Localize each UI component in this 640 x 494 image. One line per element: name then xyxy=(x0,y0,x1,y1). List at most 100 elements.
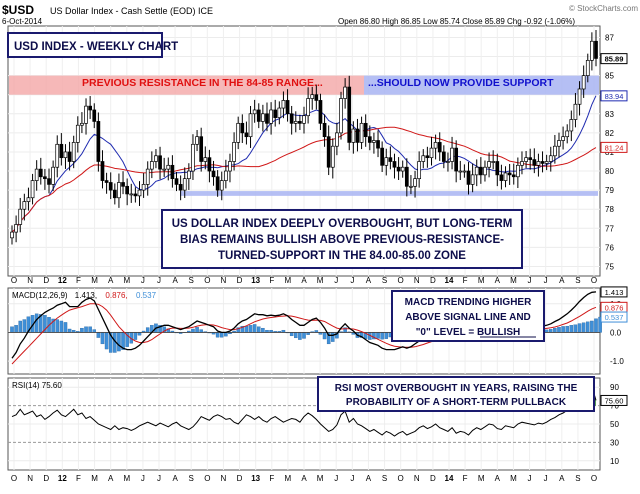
x-tick-label-top: 14 xyxy=(445,276,454,285)
x-tick-label-top: A xyxy=(495,276,501,285)
macd-histogram-bar xyxy=(88,326,92,333)
candle-body xyxy=(240,122,245,134)
candle-body xyxy=(178,184,183,191)
candle-body xyxy=(248,113,253,138)
candle-body xyxy=(577,88,582,105)
macd-histogram-bar xyxy=(302,332,306,339)
candle-body xyxy=(540,161,545,164)
macd-histogram-bar xyxy=(22,319,27,333)
macd-histogram-bar xyxy=(248,325,253,333)
candle-body xyxy=(367,136,372,143)
macd-histogram-bar xyxy=(14,325,18,333)
macd-histogram-bar xyxy=(100,332,105,345)
candle-body xyxy=(396,166,401,172)
candle-body xyxy=(55,143,60,168)
candle-body xyxy=(532,159,537,166)
price-tick-label: 75 xyxy=(605,262,614,271)
x-tick-label-top: S xyxy=(382,276,387,285)
x-tick-label-top: N xyxy=(221,276,227,285)
x-tick-label-top: F xyxy=(269,276,274,285)
rsi-legend: RSI(14) 75.60 xyxy=(12,381,62,390)
candle-body xyxy=(503,172,508,181)
x-tick-label-bottom: F xyxy=(463,474,468,483)
candle-body xyxy=(252,109,257,115)
candle-body xyxy=(516,164,520,178)
macd-histogram-bar xyxy=(10,326,14,333)
candle-body xyxy=(446,161,450,163)
candle-body xyxy=(207,157,212,172)
candle-body xyxy=(478,166,483,176)
candle-body xyxy=(236,122,241,143)
candle-body xyxy=(343,86,347,99)
candle-body xyxy=(322,122,327,138)
x-tick-label-bottom: A xyxy=(108,474,114,483)
x-tick-label-bottom: F xyxy=(269,474,274,483)
title-box xyxy=(7,32,163,58)
macd-value-tag: 1.413 xyxy=(605,288,624,297)
x-tick-label-top: M xyxy=(317,276,324,285)
candle-body xyxy=(404,166,409,187)
macd-histogram-bar xyxy=(557,327,561,333)
candle-body xyxy=(47,178,51,185)
macd-histogram-bar xyxy=(96,332,101,338)
x-tick-label-bottom: O xyxy=(204,474,210,483)
x-tick-label-top: M xyxy=(91,276,98,285)
candle-body xyxy=(195,136,199,145)
candle-body xyxy=(232,142,236,162)
candle-body xyxy=(458,170,463,173)
candle-body xyxy=(96,121,101,162)
x-tick-label-bottom: M xyxy=(510,474,517,483)
resistance-note: PREVIOUS RESISTANCE IN THE 84-85 RANGE..… xyxy=(82,77,323,89)
x-tick-label-top: A xyxy=(108,276,114,285)
candle-body xyxy=(211,170,216,178)
macd-histogram-bar xyxy=(289,332,294,337)
rsi-note-line: PROBABILITY OF A SHORT-TERM PULLBACK xyxy=(346,397,567,408)
x-tick-label-bottom: O xyxy=(591,474,597,483)
x-tick-label-bottom: M xyxy=(478,474,485,483)
x-tick-label-bottom: M xyxy=(317,474,324,483)
x-tick-label-bottom: 13 xyxy=(251,474,260,483)
candle-body xyxy=(310,94,315,99)
candle-body xyxy=(413,178,417,187)
ma-long-line xyxy=(11,126,597,233)
candle-body xyxy=(129,193,134,196)
x-tick-label-top: O xyxy=(591,276,597,285)
macd-histogram-bar xyxy=(322,332,327,340)
candle-body xyxy=(285,100,290,115)
candle-body xyxy=(281,100,286,109)
candle-body xyxy=(219,180,224,191)
candle-body xyxy=(466,170,471,185)
main-note-line: BIAS REMAINS BULLISH ABOVE PREVIOUS-RESI… xyxy=(180,234,504,246)
x-tick-label-top: M xyxy=(123,276,130,285)
candle-body xyxy=(487,161,491,168)
macd-histogram-bar xyxy=(598,316,602,333)
candle-body xyxy=(14,224,18,233)
x-tick-label-top: J xyxy=(334,276,338,285)
macd-tick-label: -1.0 xyxy=(610,357,624,366)
price-tick-label: 78 xyxy=(605,205,614,214)
candle-body xyxy=(536,161,541,166)
macd-histogram-bar xyxy=(63,322,68,333)
x-tick-label-top: N xyxy=(414,276,420,285)
x-tick-label-bottom: A xyxy=(495,474,501,483)
candle-body xyxy=(433,142,438,149)
instrument-name: US Dollar Index - Cash Settle (EOD) ICE xyxy=(50,6,213,16)
x-tick-label-top: J xyxy=(544,276,548,285)
candle-body xyxy=(51,166,55,185)
candle-body xyxy=(125,185,130,195)
candle-body xyxy=(199,136,204,162)
rsi-tick-label: 90 xyxy=(610,383,619,392)
x-tick-label-top: J xyxy=(350,276,354,285)
candle-body xyxy=(302,115,306,124)
macd-value-tag: 0.537 xyxy=(605,313,624,322)
x-tick-label-bottom: M xyxy=(123,474,130,483)
x-tick-label-top: A xyxy=(172,276,178,285)
candle-body xyxy=(351,128,356,143)
candle-body xyxy=(520,161,524,166)
price-value-tag-box xyxy=(600,53,628,65)
x-tick-label-bottom: S xyxy=(189,474,194,483)
macd-histogram-bar xyxy=(84,326,88,333)
macd-histogram-bar xyxy=(594,318,598,333)
candle-body xyxy=(149,161,154,170)
macd-histogram-bar xyxy=(34,313,39,333)
